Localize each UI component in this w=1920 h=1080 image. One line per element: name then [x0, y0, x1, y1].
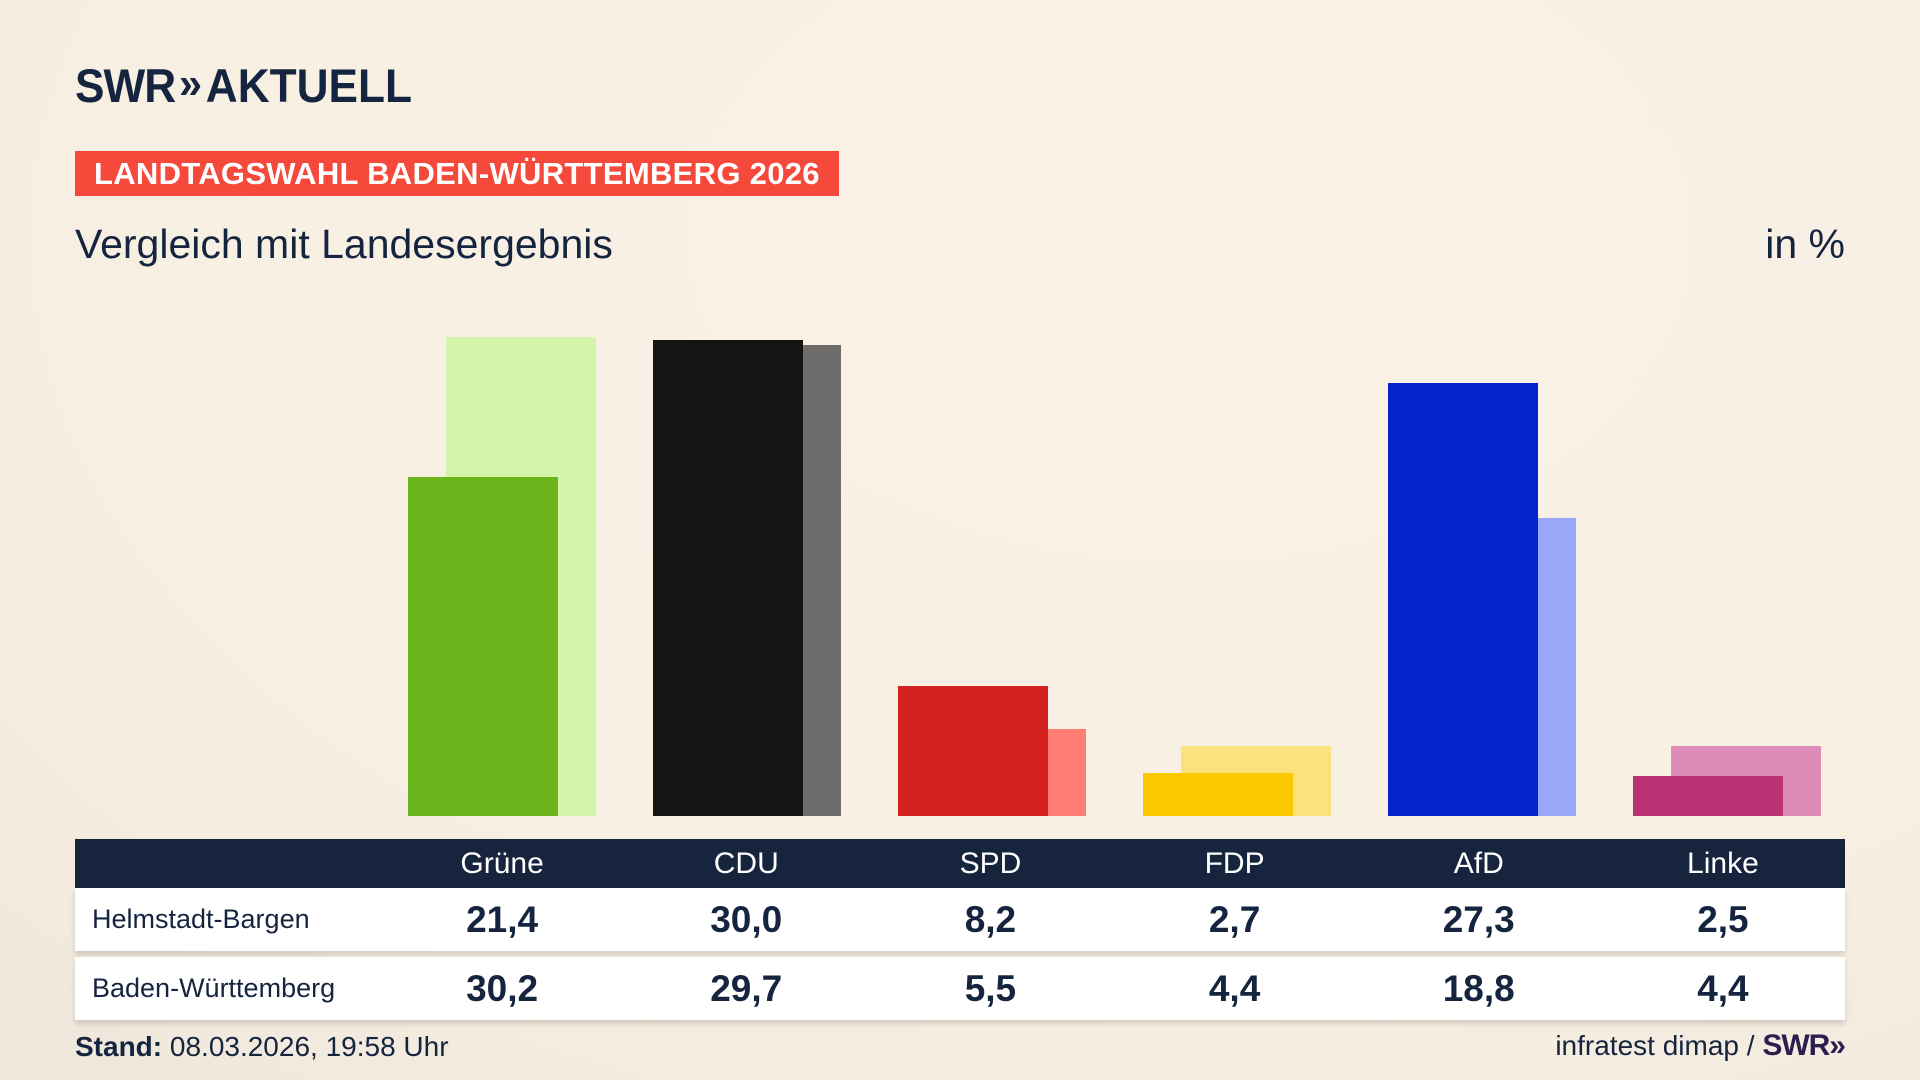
bar-municipality-result: [898, 686, 1048, 816]
bar-municipality-result: [1633, 776, 1783, 816]
table-row: Helmstadt-Bargen 21,4 30,0 8,2 2,7 27,3 2,5: [75, 888, 1845, 951]
value-cell-linke: 2,5: [1697, 898, 1749, 940]
swr-footer-logo: SWR»: [1762, 1029, 1846, 1062]
value-cell-afd: 18,8: [1442, 967, 1515, 1009]
chart-title: Vergleich mit Landesergebnis: [75, 221, 613, 267]
value-cell-spd: 5,5: [964, 967, 1017, 1009]
bar-group-grüne: [383, 0, 627, 816]
bar-group-linke: [1608, 0, 1852, 816]
bar-group-afd: [1363, 0, 1607, 816]
bar-group-cdu: [628, 0, 872, 816]
party-header-linke: Linke: [1687, 846, 1759, 880]
double-chevron-icon: »: [179, 58, 202, 108]
row-label: Baden-Württemberg: [92, 973, 336, 1003]
results-table: Grüne CDU SPD FDP AfD Linke Helmstadt-Bargen 2…: [75, 839, 1845, 1020]
unit-label: in %: [1765, 221, 1845, 267]
table-header-row: Grüne CDU SPD FDP AfD Linke: [75, 839, 1845, 888]
value-cell-spd: 8,2: [964, 898, 1017, 940]
value-cell-grüne: 30,2: [466, 967, 539, 1009]
party-header-grüne: Grüne: [460, 846, 544, 880]
timestamp-line: Stand: 08.03.2026, 19:58 Uhr: [75, 1031, 449, 1063]
election-badge: LANDTAGSWAHL BADEN-WÜRTTEMBERG 2026: [75, 151, 839, 196]
value-cell-fdp: 4,4: [1208, 967, 1261, 1009]
bar-municipality-result: [1388, 383, 1538, 816]
stand-label: Stand:: [75, 1031, 163, 1062]
table-row: Baden-Württemberg 30,2 29,7 5,5 4,4 18,8 4,4: [75, 957, 1845, 1020]
aktuell-wordmark: AKTUELL: [205, 59, 412, 112]
bar-group-spd: [873, 0, 1117, 816]
value-cell-cdu: 29,7: [710, 967, 783, 1009]
party-header-afd: AfD: [1453, 846, 1504, 880]
party-header-fdp: FDP: [1204, 846, 1265, 880]
bar-chart: [383, 0, 1852, 816]
value-cell-cdu: 30,0: [710, 898, 783, 940]
source-text: infratest dimap /: [1555, 1030, 1763, 1061]
value-cell-fdp: 2,7: [1208, 898, 1261, 940]
swr-wordmark: SWR: [75, 59, 176, 112]
bar-municipality-result: [1143, 773, 1293, 816]
value-cell-linke: 4,4: [1697, 967, 1749, 1009]
value-cell-grüne: 21,4: [466, 898, 539, 940]
party-header-cdu: CDU: [713, 846, 779, 880]
value-cell-afd: 27,3: [1442, 898, 1515, 940]
party-header-spd: SPD: [959, 846, 1022, 880]
stand-value: 08.03.2026, 19:58 Uhr: [162, 1031, 449, 1062]
bar-group-fdp: [1118, 0, 1362, 816]
bar-municipality-result: [653, 340, 803, 816]
bar-municipality-result: [408, 477, 558, 816]
row-label: Helmstadt-Bargen: [92, 904, 310, 934]
table-body: Helmstadt-Bargen 21,4 30,0 8,2 2,7 27,3 2,5 Bad…: [75, 888, 1845, 1020]
source-credit: infratest dimap / SWR»: [1555, 1029, 1846, 1063]
swr-aktuell-logo: SWR » AKTUELL: [75, 58, 412, 113]
